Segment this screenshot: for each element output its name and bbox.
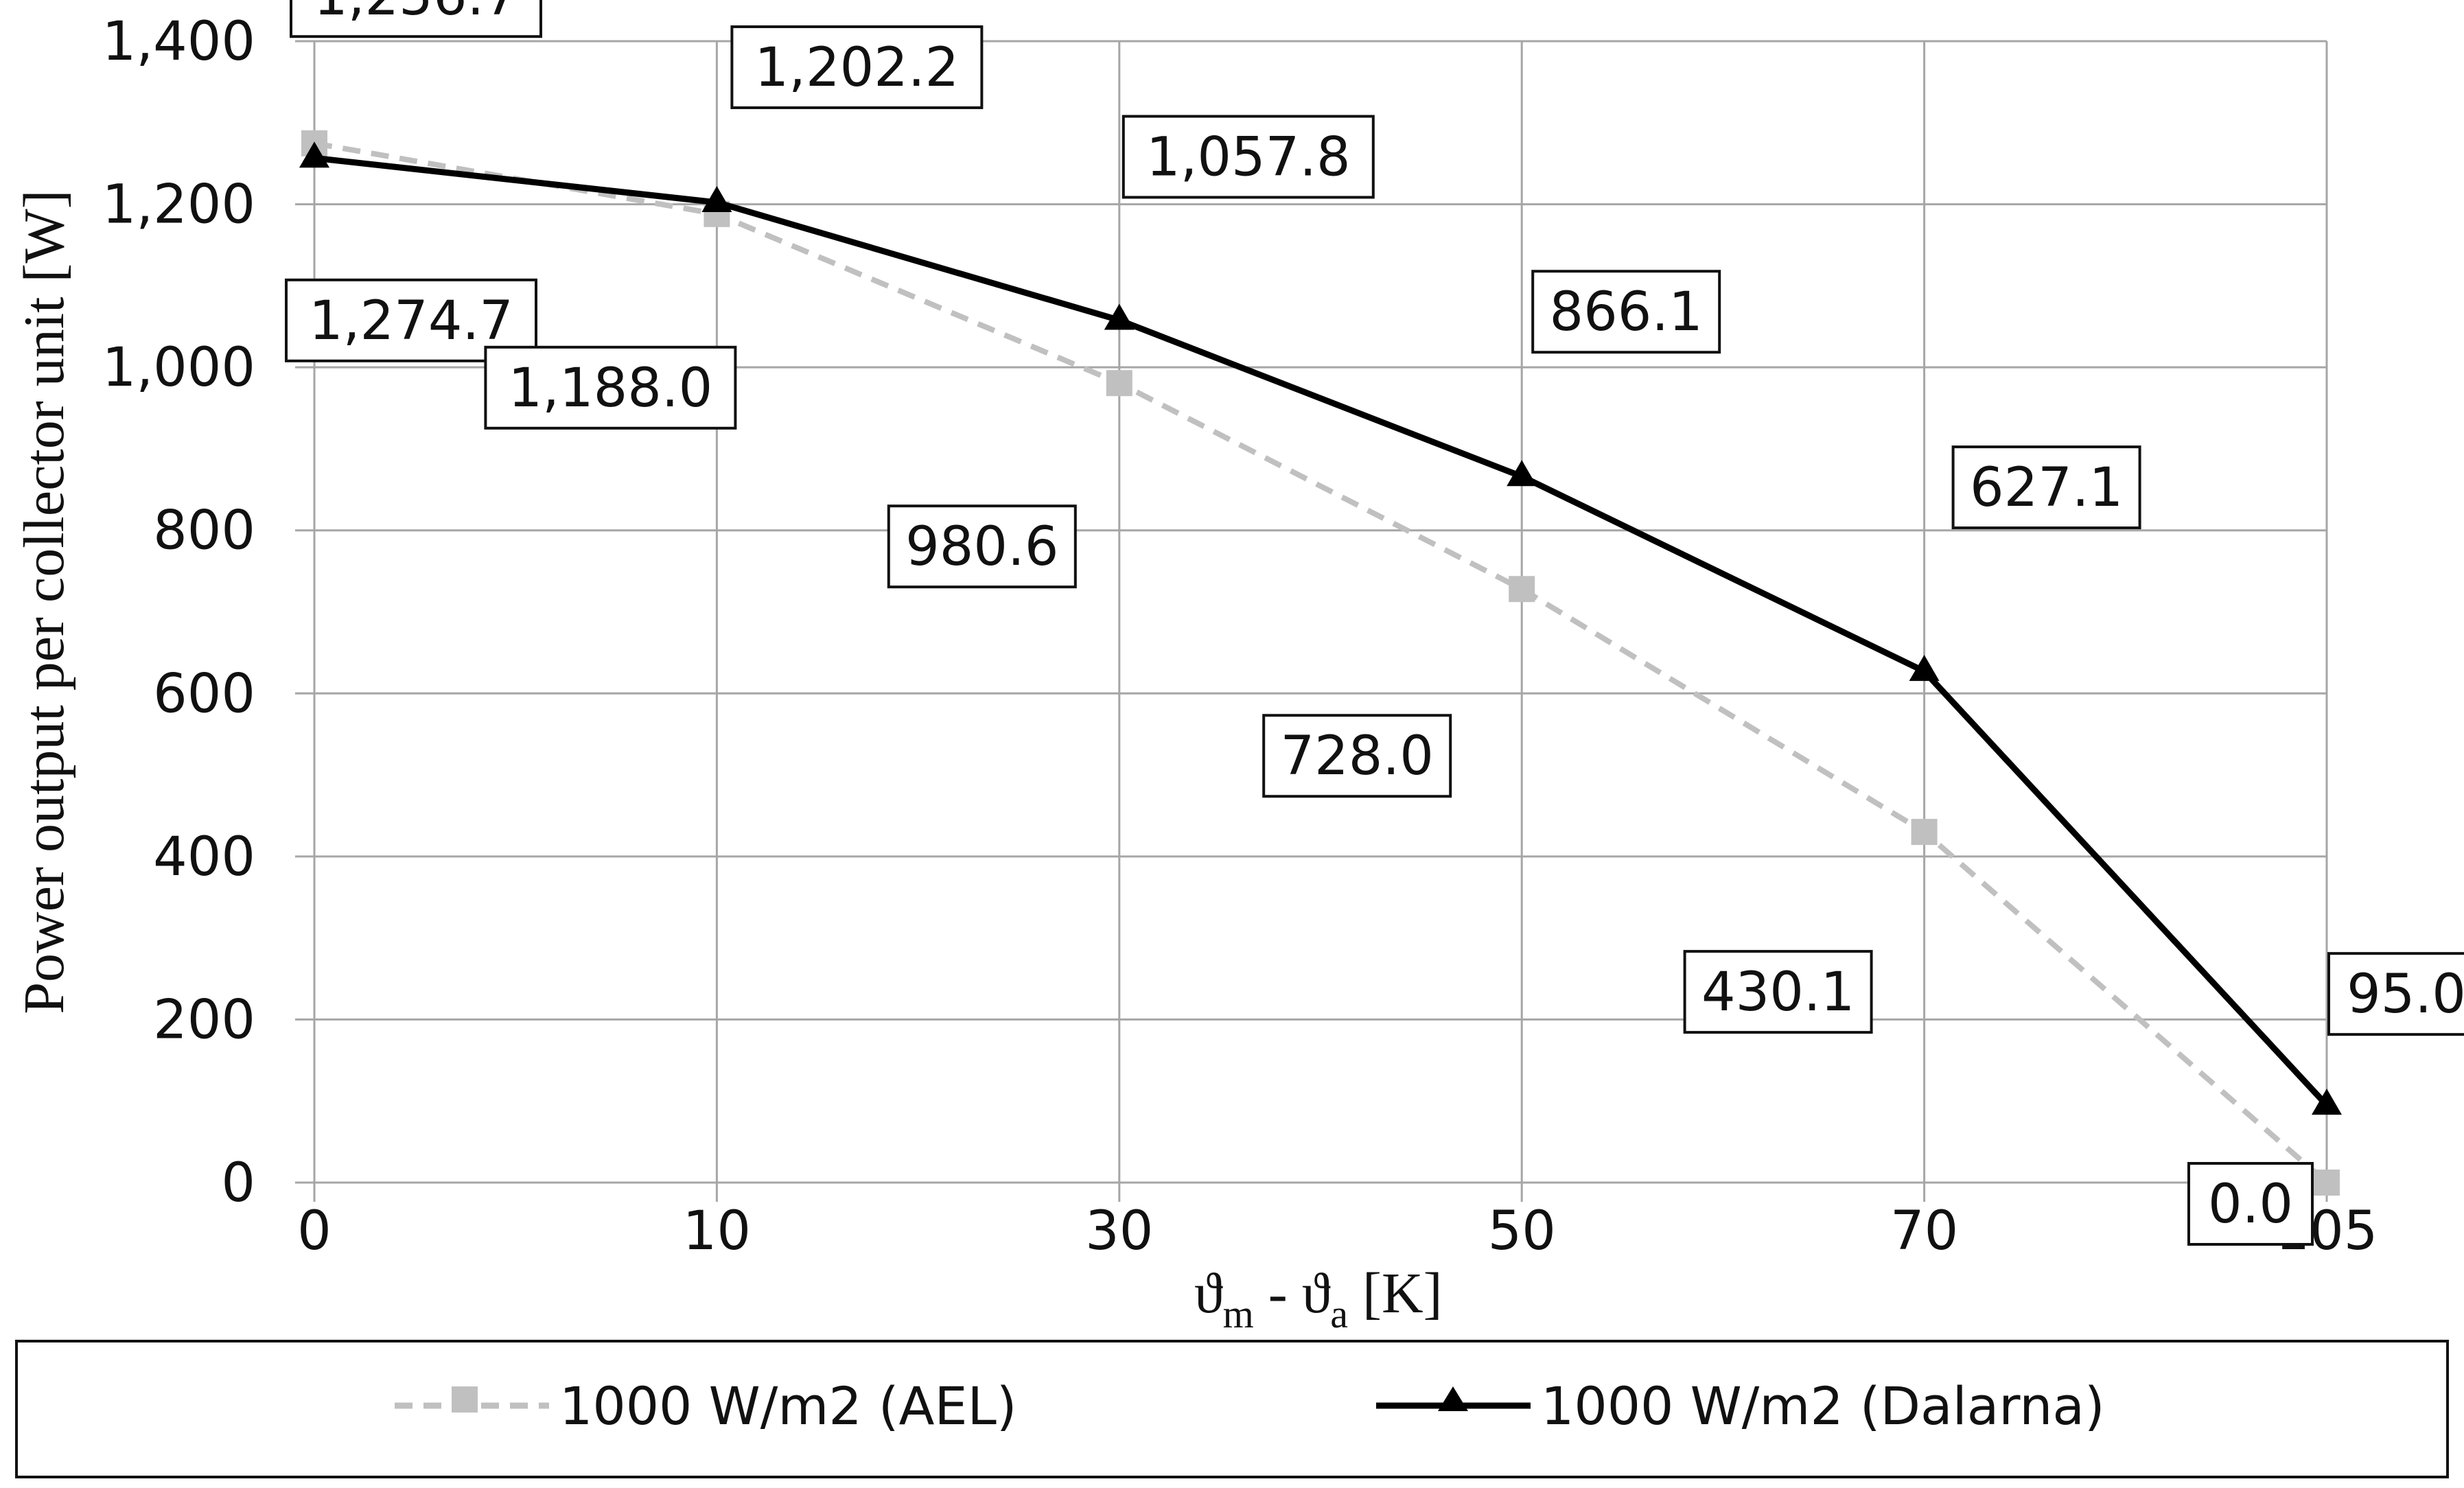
y-tick-label: 0 [221,1152,255,1214]
data-label: 95.0 [2347,964,2464,1025]
data-label-box [1951,445,2141,530]
data-label: 0.0 [2208,1174,2293,1235]
x-axis-title-tail: [K] [1348,1262,1443,1325]
x-axis-title-sub1: m [1223,1292,1254,1336]
data-label-box [484,345,737,430]
series-line-dalarna [314,154,2329,1108]
legend-marker-square [452,1386,478,1413]
x-axis-ticks: 0 10 30 50 70 105 [297,1200,2378,1262]
data-label-box [1531,270,1721,354]
data-point [1909,655,1940,682]
data-label-box [2187,1162,2314,1246]
y-tick-label: 1,000 [102,337,255,399]
data-label: 728.0 [1281,725,1434,787]
x-tick-label: 10 [683,1200,751,1262]
data-labels: 1,274.71,188.0 980.6 728.0 430.1 0.0 1,256.7 1… [285,0,2464,1246]
data-label-box [730,25,984,109]
data-point [1106,370,1132,397]
data-point [2314,1170,2340,1196]
legend: 1000 W/m2 (AEL) 1000 W/m2 (Dalarna) [15,1340,2449,1478]
data-label: 430.1 [1701,962,1855,1023]
data-point [1509,576,1535,603]
legend-item-ael: 1000 W/m2 (AEL) [395,1375,1017,1437]
data-label: 980.6 [905,516,1058,578]
data-label-box [285,278,537,362]
y-tick-label: 600 [153,663,255,725]
data-point [1104,303,1135,330]
data-point [1911,819,1938,846]
data-label-box [1683,950,1873,1034]
data-label: 1,188.0 [509,358,713,419]
y-tick-label: 1,200 [102,174,255,236]
data-label-box [2327,952,2464,1036]
data-label-box [290,0,542,38]
y-tick-label: 800 [153,500,255,562]
data-label: 1,202.2 [755,37,960,99]
legend-box [15,1340,2449,1478]
series [299,130,2342,1196]
legend-marker-triangle [1438,1386,1468,1411]
x-tick-label: 70 [1890,1200,1958,1262]
x-tick-label: 0 [297,1200,332,1262]
data-point [299,141,329,168]
data-point [1507,460,1537,487]
data-label: 1,057.8 [1146,126,1351,188]
y-tick-label: 400 [153,826,255,888]
x-axis-title-sub2: a [1330,1292,1348,1336]
legend-item-dalarna: 1000 W/m2 (Dalarna) [1376,1375,2105,1437]
data-point [2312,1089,2342,1115]
data-label: 1,256.7 [314,0,518,27]
x-axis-title-mid: - ϑ [1254,1262,1331,1325]
y-axis-ticks: 0 200 400 600 800 1,000 1,200 1,400 [102,11,255,1214]
data-label-box [1121,115,1375,199]
y-tick-label: 1,400 [102,11,255,73]
legend-label-ael: 1000 W/m2 (AEL) [559,1375,1017,1437]
series-line-ael [314,140,2329,1185]
y-axis-title: Power output per collector unit [W] [12,189,76,1014]
data-label: 1,274.7 [309,290,513,352]
x-axis-title-main: ϑ [1194,1262,1223,1325]
data-label-box [887,504,1077,589]
x-axis-title: ϑm - ϑa [K] [1194,1262,1443,1336]
legend-label-dalarna: 1000 W/m2 (Dalarna) [1541,1375,2105,1437]
x-tick-label: 50 [1488,1200,1556,1262]
y-tick-label: 200 [153,989,255,1051]
data-label: 627.1 [1970,457,2123,519]
data-label: 866.1 [1550,281,1703,343]
data-point [701,185,732,212]
x-tick-label: 30 [1085,1200,1153,1262]
data-label-box [1262,714,1452,798]
